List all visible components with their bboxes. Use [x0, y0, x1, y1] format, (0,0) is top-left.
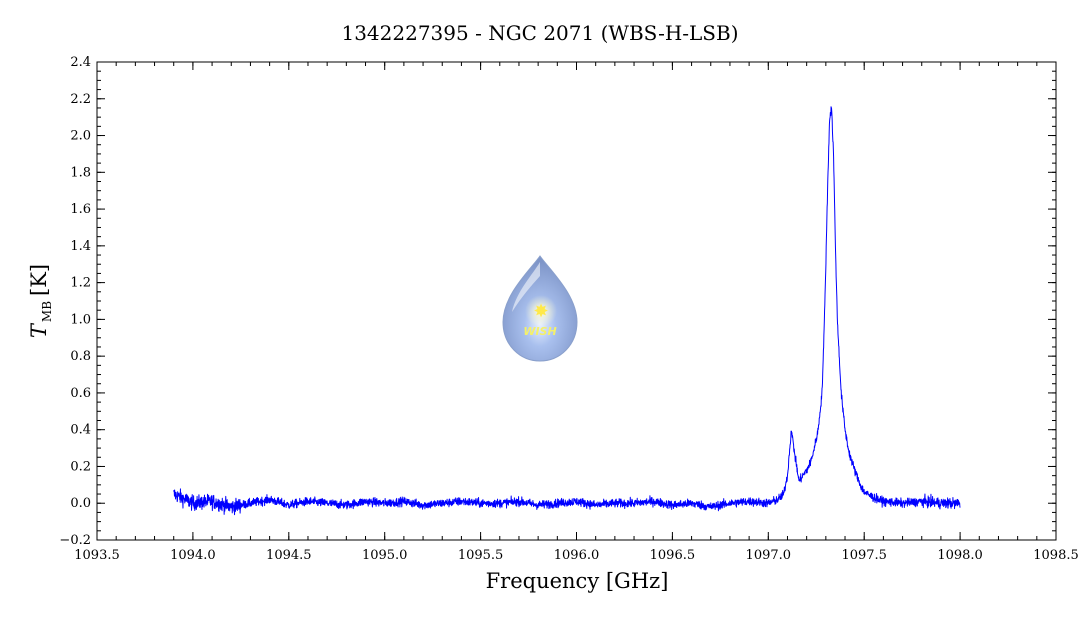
- axis-ticks: [96, 61, 1057, 541]
- star-icon: ✸: [533, 301, 548, 322]
- plot-frame: [96, 61, 1057, 541]
- x-tick-label: 1094.0: [170, 548, 216, 563]
- x-tick-label: 1096.0: [554, 548, 600, 563]
- axis-tick-labels: 1093.5 1094.0 1094.5 1095.0 1095.5 1096.0 1096…: [59, 55, 1078, 563]
- x-tick-label: 1094.5: [266, 548, 312, 563]
- y-tick-label: 2.4: [70, 55, 91, 70]
- x-tick-label: 1098.5: [1033, 548, 1079, 563]
- y-tick-label: 0.8: [70, 349, 91, 364]
- x-tick-label: 1093.5: [74, 548, 120, 563]
- spectrum-line: [173, 106, 961, 516]
- x-tick-label: 1097.5: [841, 548, 887, 563]
- y-tick-label: 1.0: [70, 312, 91, 327]
- y-tick-label: 0.4: [70, 423, 91, 438]
- chart-title: 1342227395 - NGC 2071 (WBS-H-LSB): [341, 21, 738, 45]
- y-tick-label: 1.2: [70, 276, 91, 291]
- y-tick-label: 0.2: [70, 459, 91, 474]
- wish-logo: ✸ WISH: [502, 255, 578, 362]
- svg-text:TMB[K]: TMB [K]: [27, 264, 54, 338]
- y-tick-label: 1.4: [70, 239, 91, 254]
- x-tick-label: 1098.0: [937, 548, 983, 563]
- y-tick-label: 1.6: [70, 202, 91, 217]
- drop-highlight: [512, 262, 540, 312]
- y-tick-label: 0.0: [70, 496, 91, 511]
- x-tick-label: 1096.5: [650, 548, 696, 563]
- y-axis-label-sub: MB: [40, 301, 54, 322]
- x-tick-label: 1095.5: [458, 548, 504, 563]
- x-axis-label: Frequency [GHz]: [486, 569, 669, 593]
- y-tick-label: 2.2: [70, 92, 91, 107]
- y-axis-label-main: T: [27, 322, 51, 338]
- y-axis-label-unit: [K]: [27, 264, 51, 296]
- y-tick-label: 0.6: [70, 386, 91, 401]
- star-glow: [525, 295, 557, 327]
- y-tick-label: 1.8: [70, 165, 91, 180]
- y-tick-label: −0.2: [59, 533, 91, 548]
- x-tick-label: 1095.0: [362, 548, 408, 563]
- wish-logo-text: WISH: [523, 325, 556, 338]
- x-tick-label: 1097.0: [746, 548, 792, 563]
- y-axis-label: TMB [K]: [27, 264, 54, 338]
- y-tick-label: 2.0: [70, 129, 91, 144]
